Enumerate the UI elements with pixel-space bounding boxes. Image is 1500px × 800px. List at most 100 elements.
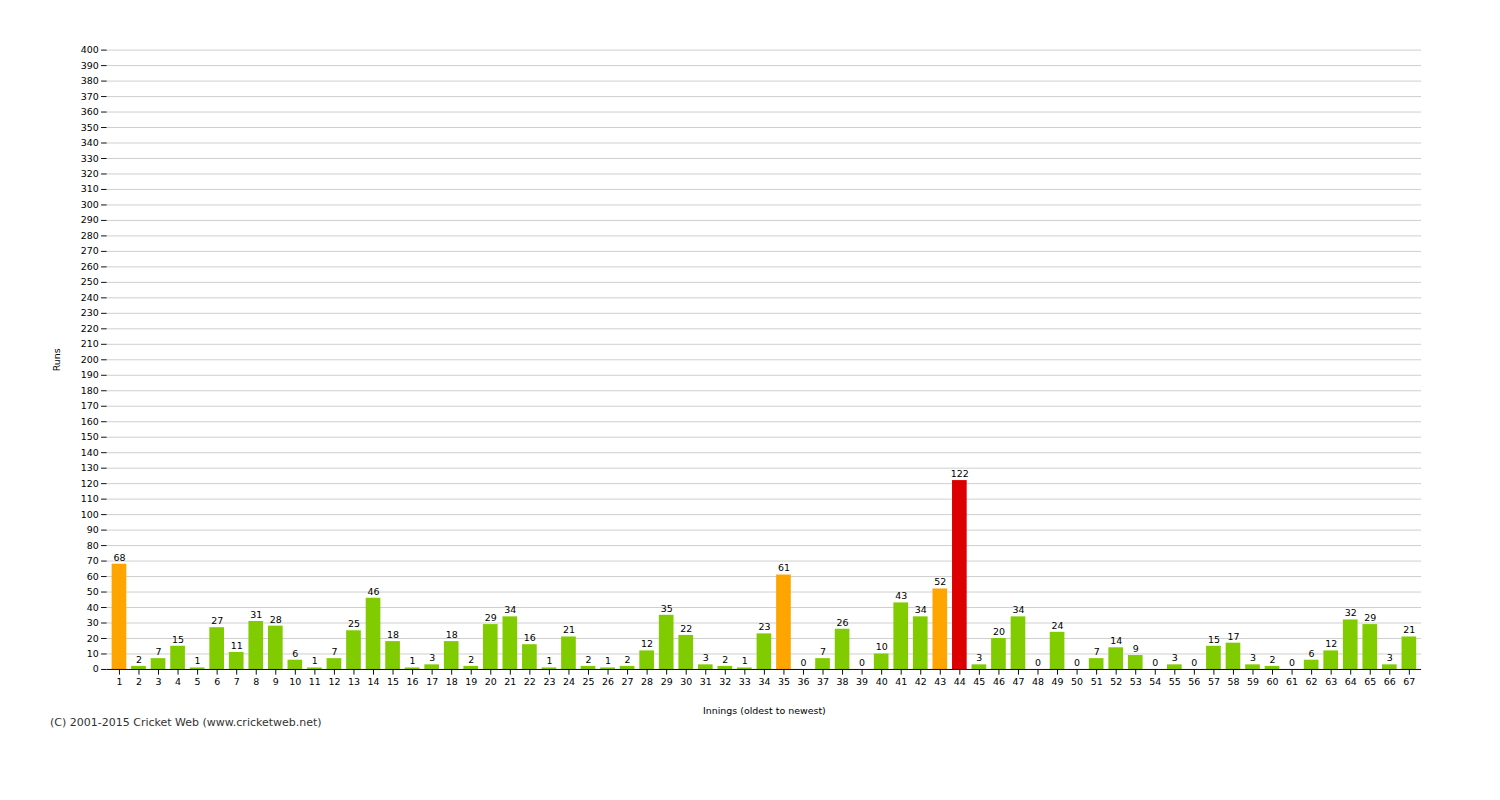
svg-text:18: 18 bbox=[446, 676, 458, 687]
svg-text:28: 28 bbox=[270, 614, 282, 625]
svg-text:122: 122 bbox=[951, 468, 969, 479]
svg-text:390: 390 bbox=[81, 60, 99, 71]
svg-text:6: 6 bbox=[292, 648, 298, 659]
svg-text:23: 23 bbox=[543, 676, 555, 687]
svg-text:44: 44 bbox=[954, 676, 966, 687]
svg-text:2: 2 bbox=[625, 654, 631, 665]
svg-text:10: 10 bbox=[87, 648, 99, 659]
svg-text:80: 80 bbox=[87, 540, 99, 551]
svg-text:34: 34 bbox=[915, 604, 927, 615]
svg-text:20: 20 bbox=[485, 676, 497, 687]
svg-text:240: 240 bbox=[81, 292, 99, 303]
svg-text:28: 28 bbox=[641, 676, 653, 687]
svg-text:10: 10 bbox=[289, 676, 301, 687]
svg-text:56: 56 bbox=[1188, 676, 1200, 687]
svg-text:6: 6 bbox=[214, 676, 220, 687]
svg-text:20: 20 bbox=[993, 626, 1005, 637]
svg-text:3: 3 bbox=[429, 652, 435, 663]
svg-text:19: 19 bbox=[465, 676, 477, 687]
svg-text:29: 29 bbox=[1364, 612, 1376, 623]
svg-text:15: 15 bbox=[1208, 634, 1220, 645]
svg-text:300: 300 bbox=[81, 199, 99, 210]
svg-text:26: 26 bbox=[837, 617, 849, 628]
svg-text:250: 250 bbox=[81, 276, 99, 287]
svg-text:18: 18 bbox=[446, 629, 458, 640]
svg-text:7: 7 bbox=[820, 646, 826, 657]
svg-text:35: 35 bbox=[661, 603, 673, 614]
svg-text:49: 49 bbox=[1052, 676, 1064, 687]
svg-text:23: 23 bbox=[758, 621, 770, 632]
svg-text:12: 12 bbox=[1325, 638, 1337, 649]
svg-text:55: 55 bbox=[1169, 676, 1181, 687]
svg-text:40: 40 bbox=[876, 676, 888, 687]
svg-text:9: 9 bbox=[273, 676, 279, 687]
svg-text:0: 0 bbox=[800, 657, 806, 668]
svg-text:43: 43 bbox=[895, 590, 907, 601]
svg-text:0: 0 bbox=[859, 657, 865, 668]
svg-text:30: 30 bbox=[87, 617, 99, 628]
svg-text:90: 90 bbox=[87, 524, 99, 535]
svg-text:34: 34 bbox=[758, 676, 770, 687]
svg-text:3: 3 bbox=[976, 652, 982, 663]
svg-text:100: 100 bbox=[81, 509, 99, 520]
svg-text:27: 27 bbox=[211, 615, 223, 626]
svg-text:43: 43 bbox=[934, 676, 946, 687]
svg-text:59: 59 bbox=[1247, 676, 1259, 687]
svg-text:34: 34 bbox=[1012, 604, 1024, 615]
svg-text:270: 270 bbox=[81, 245, 99, 256]
svg-text:46: 46 bbox=[367, 586, 379, 597]
svg-text:0: 0 bbox=[1289, 657, 1295, 668]
svg-text:26: 26 bbox=[602, 676, 614, 687]
svg-text:14: 14 bbox=[1110, 635, 1122, 646]
svg-text:22: 22 bbox=[680, 623, 692, 634]
svg-text:47: 47 bbox=[1012, 676, 1024, 687]
svg-text:130: 130 bbox=[81, 462, 99, 473]
svg-text:Runs: Runs bbox=[51, 348, 62, 371]
svg-text:17: 17 bbox=[1227, 631, 1239, 642]
svg-text:140: 140 bbox=[81, 447, 99, 458]
svg-text:16: 16 bbox=[524, 632, 536, 643]
svg-text:30: 30 bbox=[680, 676, 692, 687]
svg-text:260: 260 bbox=[81, 261, 99, 272]
svg-text:60: 60 bbox=[1267, 676, 1279, 687]
svg-text:350: 350 bbox=[81, 122, 99, 133]
svg-text:190: 190 bbox=[81, 369, 99, 380]
svg-text:220: 220 bbox=[81, 323, 99, 334]
svg-text:63: 63 bbox=[1325, 676, 1337, 687]
svg-text:57: 57 bbox=[1208, 676, 1220, 687]
svg-text:17: 17 bbox=[426, 676, 438, 687]
svg-text:13: 13 bbox=[348, 676, 360, 687]
svg-text:33: 33 bbox=[739, 676, 751, 687]
svg-text:50: 50 bbox=[87, 586, 99, 597]
svg-text:48: 48 bbox=[1032, 676, 1044, 687]
svg-text:21: 21 bbox=[1403, 624, 1415, 635]
svg-text:70: 70 bbox=[87, 555, 99, 566]
svg-text:1: 1 bbox=[195, 655, 201, 666]
svg-text:60: 60 bbox=[87, 571, 99, 582]
svg-text:330: 330 bbox=[81, 153, 99, 164]
svg-text:64: 64 bbox=[1345, 676, 1357, 687]
svg-text:8: 8 bbox=[253, 676, 259, 687]
svg-text:61: 61 bbox=[778, 562, 790, 573]
svg-text:160: 160 bbox=[81, 416, 99, 427]
svg-text:15: 15 bbox=[172, 634, 184, 645]
svg-text:54: 54 bbox=[1149, 676, 1161, 687]
svg-text:31: 31 bbox=[250, 609, 262, 620]
svg-text:290: 290 bbox=[81, 214, 99, 225]
svg-text:120: 120 bbox=[81, 478, 99, 489]
svg-text:40: 40 bbox=[87, 602, 99, 613]
svg-text:24: 24 bbox=[563, 676, 575, 687]
svg-text:1: 1 bbox=[410, 655, 416, 666]
svg-text:Innings (oldest to newest): Innings (oldest to newest) bbox=[703, 705, 826, 716]
svg-text:3: 3 bbox=[1250, 652, 1256, 663]
svg-text:7: 7 bbox=[331, 646, 337, 657]
svg-text:66: 66 bbox=[1384, 676, 1396, 687]
svg-text:61: 61 bbox=[1286, 676, 1298, 687]
svg-text:1: 1 bbox=[605, 655, 611, 666]
svg-text:50: 50 bbox=[1071, 676, 1083, 687]
svg-text:2: 2 bbox=[722, 654, 728, 665]
svg-text:280: 280 bbox=[81, 230, 99, 241]
svg-text:38: 38 bbox=[837, 676, 849, 687]
svg-text:29: 29 bbox=[661, 676, 673, 687]
svg-text:200: 200 bbox=[81, 354, 99, 365]
